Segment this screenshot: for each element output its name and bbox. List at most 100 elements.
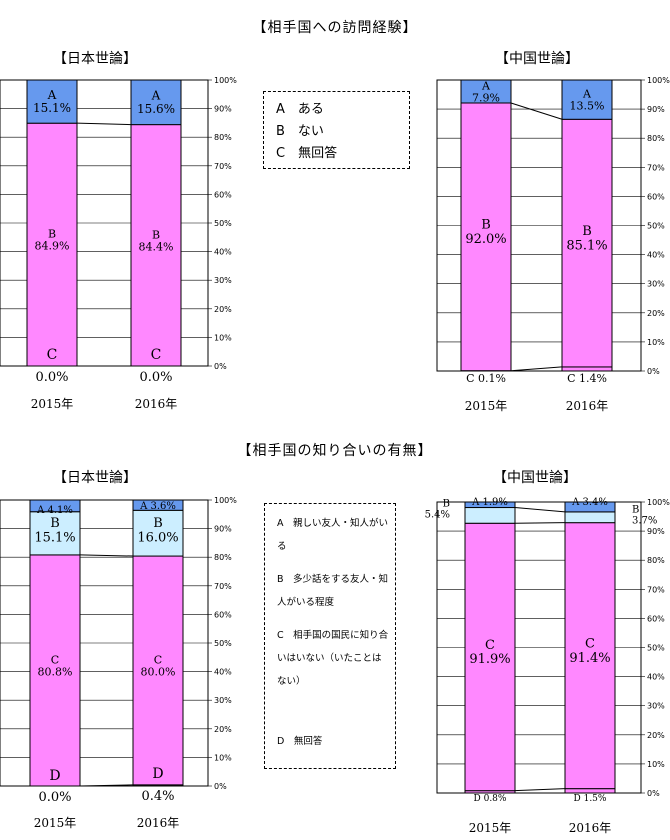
data-label-b-line: 15.1%	[34, 530, 75, 545]
bar-segment-a	[561, 79, 613, 120]
data-label-a-line: A 3.4%	[571, 497, 608, 508]
data-label-a: A 13.5%	[570, 88, 605, 113]
legend-item-d: D 無回答	[277, 736, 323, 747]
chart3-title: 【日本世論】	[53, 470, 137, 486]
data-label-a-line: A 3.6%	[139, 501, 176, 512]
legend-item-b: B ない	[276, 124, 324, 139]
data-label-below-line: D 0.8%	[474, 794, 507, 804]
legend-acquaintance: A 親しい友人・知人がいる B 多少話をする友人・知人がいる程度 C 相手国の国…	[264, 503, 396, 769]
data-label-a-line: A	[582, 88, 592, 101]
y-tick-label: 30%	[214, 696, 232, 705]
data-label-a-line: A	[151, 89, 161, 103]
data-label-b-line: B	[50, 516, 60, 531]
bar-segment-c	[29, 554, 81, 787]
data-label-b-line: 16.0%	[137, 530, 178, 545]
data-label-c: C 91.9%	[469, 638, 510, 667]
data-label-c: C	[151, 347, 162, 363]
data-label-c: C 91.4%	[569, 636, 610, 665]
data-label-d-line: D	[49, 768, 60, 784]
data-label-a: A 15.6%	[137, 89, 175, 116]
bar-segment-b	[464, 507, 516, 524]
data-label-c: C 80.0%	[141, 653, 176, 678]
bar-segment-a	[26, 79, 78, 124]
y-tick-label: 50%	[214, 219, 232, 228]
y-tick-label: 90%	[214, 105, 232, 114]
y-tick-label: 50%	[214, 639, 232, 648]
data-label-c-line: C	[47, 347, 58, 363]
y-tick-label: 70%	[214, 162, 232, 171]
legend-item-c: C 無回答	[276, 146, 338, 161]
y-tick-label: 10%	[647, 338, 665, 347]
data-label-below: 0.0%	[139, 370, 172, 385]
data-label-below-line: C 1.4%	[567, 372, 607, 385]
x-category-label: 2015年	[469, 821, 512, 835]
data-label-b-line: B	[152, 228, 160, 241]
series-connector-line	[514, 522, 566, 524]
y-tick-label: 40%	[214, 248, 232, 257]
y-tick-label: 80%	[214, 553, 232, 562]
y-tick-label: 90%	[647, 527, 665, 536]
data-label-b-line: 85.1%	[566, 238, 607, 253]
data-label-b: B 84.4%	[139, 228, 174, 253]
data-label-below-line: 0.0%	[139, 370, 172, 385]
data-label-below: C 1.4%	[567, 372, 607, 385]
data-label-a-line: A 1.9%	[471, 497, 508, 508]
x-category-label: 2015年	[34, 816, 77, 830]
data-label-a-line: 15.6%	[137, 102, 175, 116]
y-tick-label: 90%	[647, 105, 665, 114]
bar-segment-b	[460, 102, 512, 372]
data-label-below: C 0.1%	[466, 372, 506, 385]
y-tick-label: 30%	[214, 276, 232, 285]
x-category-label: 2016年	[569, 821, 612, 835]
data-label-c-line: 80.0%	[141, 666, 176, 679]
y-tick-label: 70%	[214, 582, 232, 591]
data-label-d: D	[49, 768, 60, 784]
data-label-c-line: C	[485, 638, 495, 653]
y-tick-label: 100%	[647, 76, 670, 85]
y-tick-label: 60%	[214, 190, 232, 199]
data-label-b-line: B	[481, 218, 491, 233]
chart-japan-visit: 0% 10% 20% 30% 40% 50% 60% 70% 80% 90% 100% 2015年 20…	[0, 76, 237, 411]
series-connector-line	[510, 102, 563, 120]
data-label-b-line: B	[48, 228, 56, 241]
bar-segment-c	[564, 522, 616, 790]
section2-title: 【相手国の知り合いの有無】	[237, 443, 433, 459]
bar-segment-b	[564, 511, 616, 524]
data-label-a: A 3.4%	[571, 497, 608, 508]
data-label-a: A 1.9%	[471, 497, 508, 508]
y-tick-label: 20%	[214, 305, 232, 314]
data-label-c-line: 80.8%	[38, 666, 73, 679]
y-tick-label: 40%	[647, 251, 665, 260]
data-label-below: D 0.8%	[474, 794, 507, 804]
data-label-b-line: B	[443, 499, 450, 510]
y-tick-label: 10%	[214, 753, 232, 762]
series-connector-line	[79, 784, 134, 787]
legend-item-a: A 親しい友人・知人がいる	[277, 518, 388, 552]
y-tick-label: 30%	[647, 280, 665, 289]
bar-segment-b	[132, 509, 184, 557]
data-label-below: D 1.5%	[574, 794, 607, 804]
data-label-a: A 3.6%	[139, 501, 176, 512]
bar-segment-a	[132, 499, 184, 511]
legend-item-c: C 相手国の国民に知り合いはいない（いたことはない）	[277, 630, 389, 687]
bar-segment-b	[26, 122, 78, 367]
bar-segment-d	[564, 788, 616, 794]
bar-segment-a	[564, 501, 616, 513]
data-label-b: B 92.0%	[465, 218, 506, 247]
y-tick-label: 0%	[647, 367, 660, 376]
x-category-label: 2015年	[31, 397, 74, 411]
bar-segment-c	[132, 555, 184, 786]
y-tick-label: 70%	[647, 585, 665, 594]
data-label-b-line: 5.4%	[425, 510, 450, 521]
bar-segment-a	[130, 79, 182, 126]
data-label-a-line: A	[481, 79, 491, 92]
data-label-c-line: C	[585, 636, 595, 651]
section1-title: 【相手国への訪問経験】	[252, 20, 418, 36]
series-connector-line	[514, 507, 566, 513]
y-tick-label: 80%	[214, 133, 232, 142]
y-tick-label: 50%	[647, 222, 665, 231]
data-label-a: A 7.9%	[472, 79, 500, 104]
y-tick-label: 40%	[214, 668, 232, 677]
data-label-b-line: B	[153, 516, 163, 531]
